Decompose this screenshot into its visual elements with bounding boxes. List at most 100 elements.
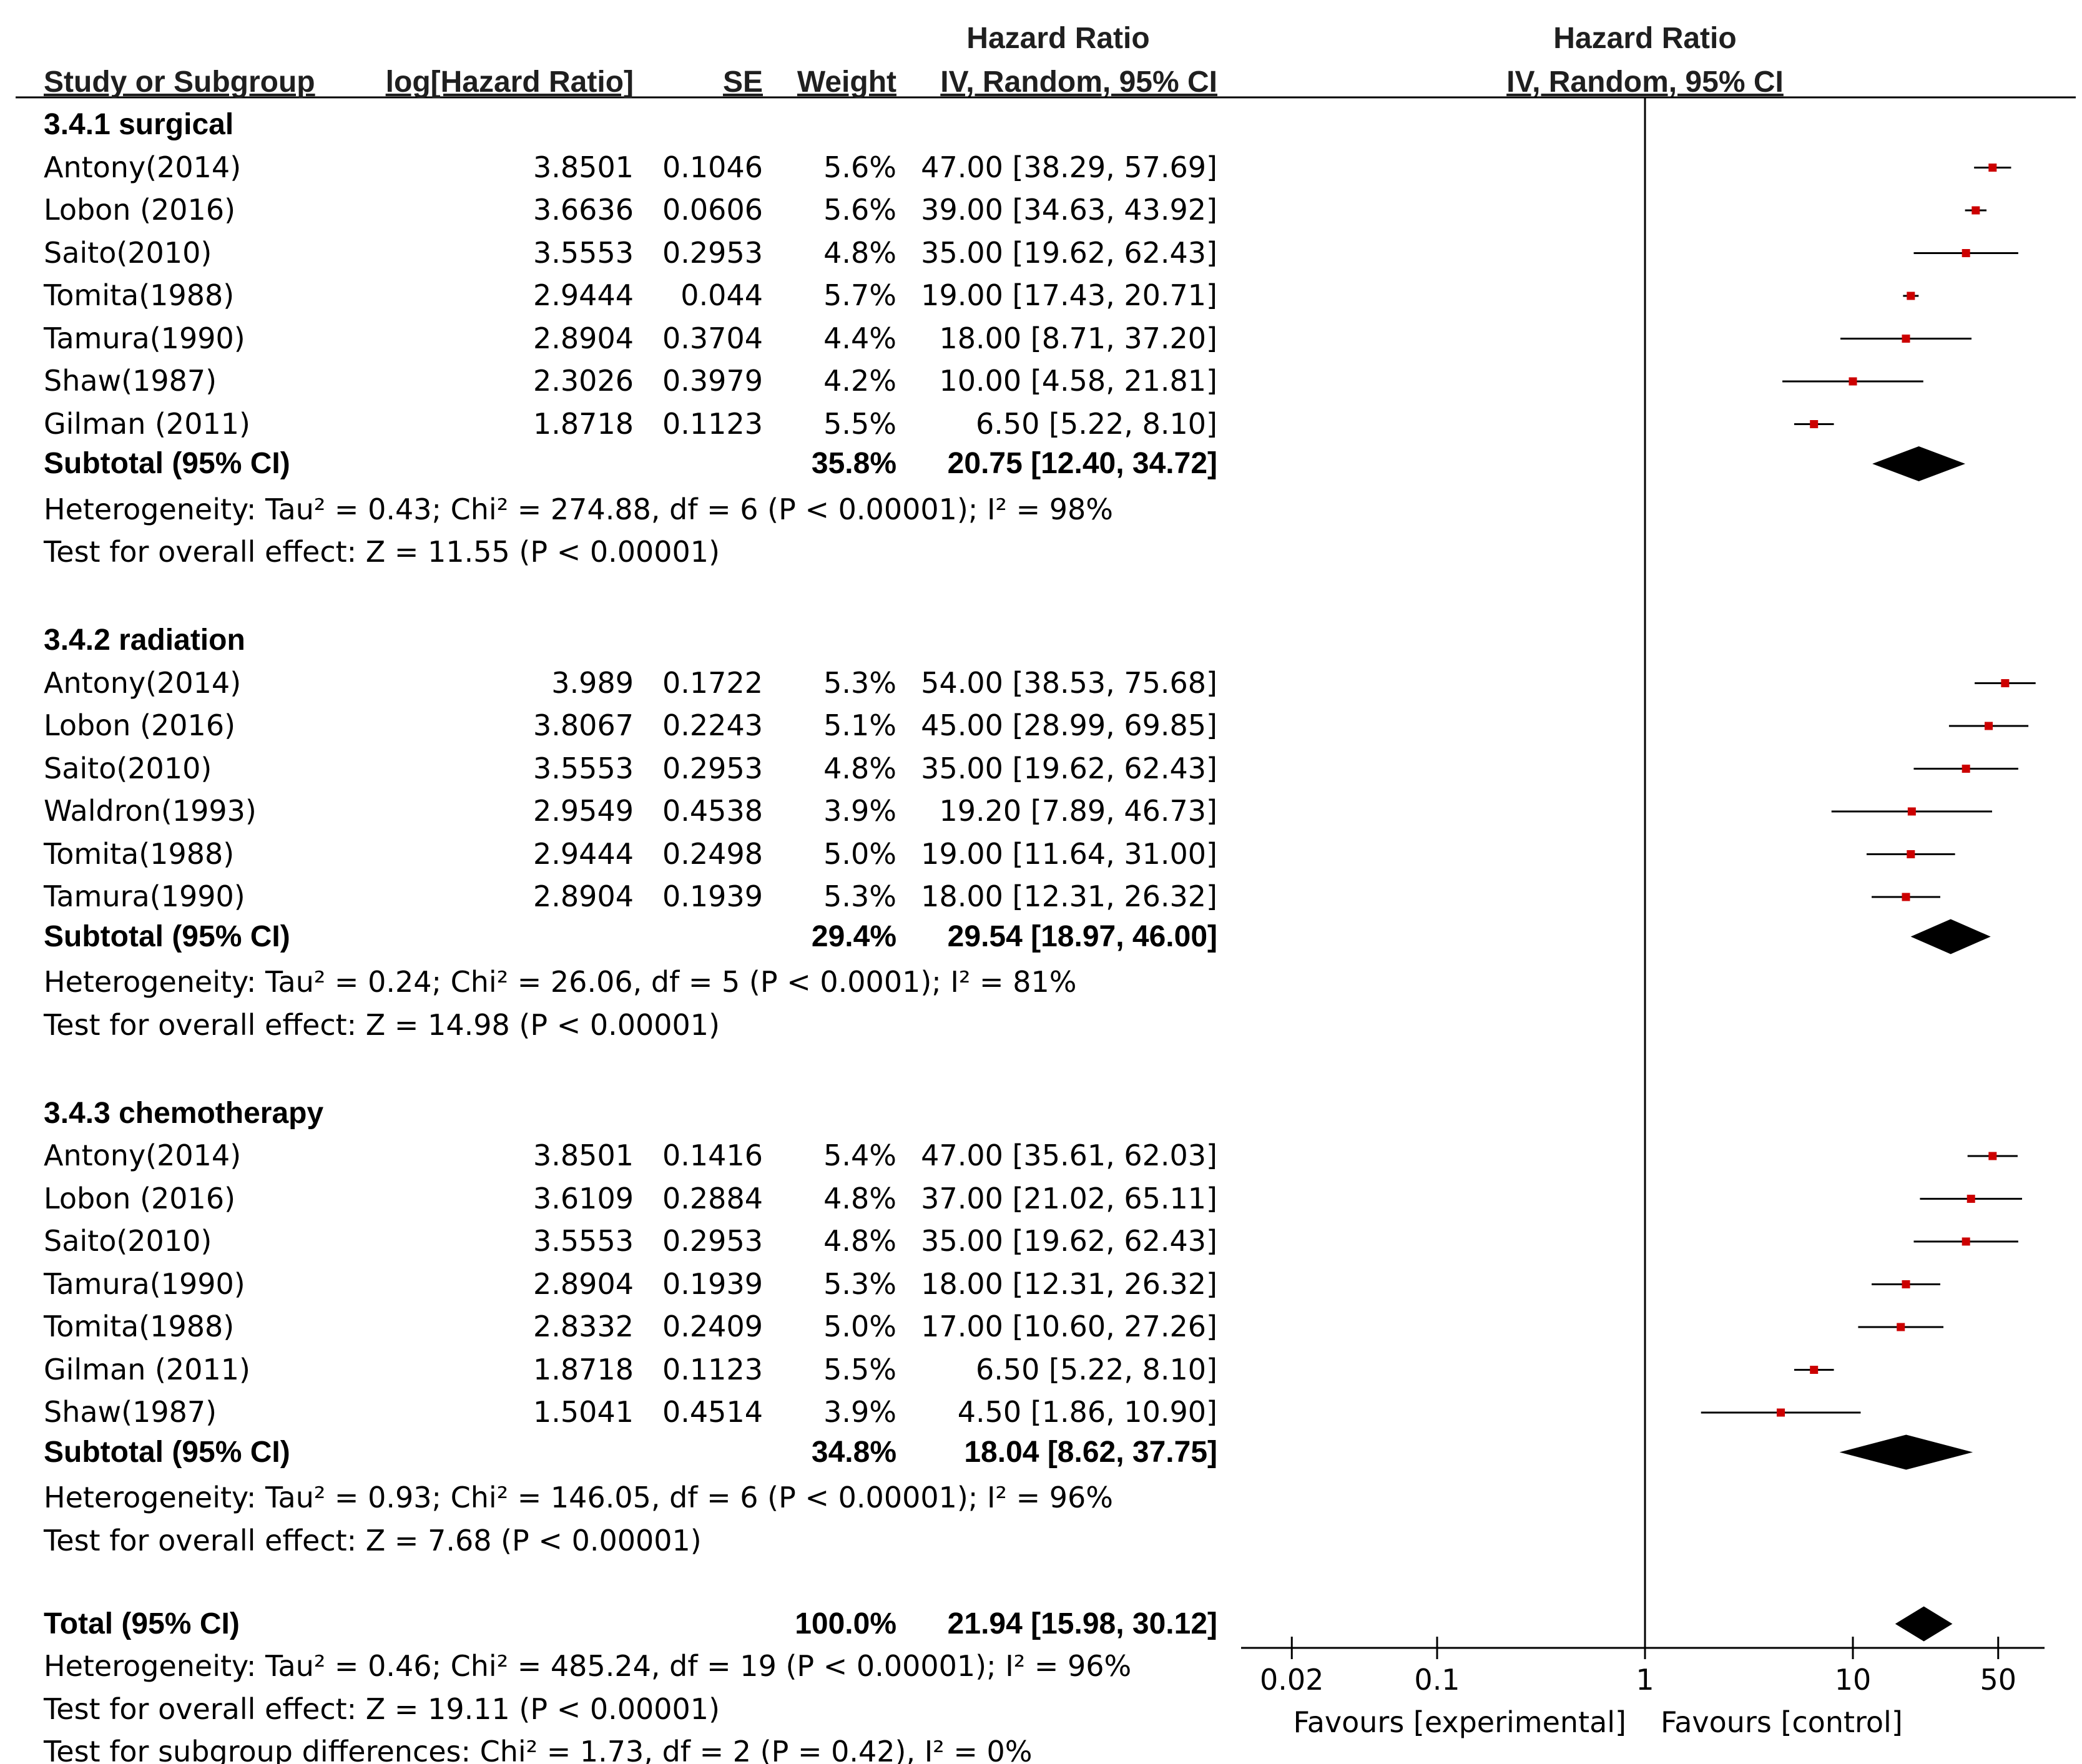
study-ci: 6.50 [5.22, 8.10] — [975, 1352, 1217, 1386]
total-overall-effect-text: Test for overall effect: Z = 19.11 (P < … — [44, 1692, 720, 1726]
x-axis-tick-label: 0.1 — [1414, 1663, 1460, 1697]
study-ci: 54.00 [38.53, 75.68] — [921, 665, 1217, 700]
study-name: Gilman (2011) — [44, 1352, 250, 1386]
study-ci: 47.00 [38.29, 57.69] — [921, 150, 1217, 184]
subtotal-ci: 18.04 [8.62, 37.75] — [964, 1435, 1217, 1469]
x-axis-tick-label: 50 — [1980, 1663, 2017, 1697]
subtotal-weight: 29.4% — [811, 919, 896, 953]
subtotal-diamond — [1872, 446, 1966, 481]
group-title: 3.4.1 surgical — [44, 108, 234, 141]
study-log-hr: 3.6636 — [533, 193, 634, 227]
header-weight: Weight — [797, 66, 896, 99]
study-ci: 45.00 [28.99, 69.85] — [921, 708, 1217, 742]
study-weight: 5.0% — [823, 836, 896, 871]
study-name: Lobon (2016) — [44, 708, 236, 742]
study-ci: 35.00 [19.62, 62.43] — [921, 1224, 1217, 1258]
header-hazard-ratio-table: Hazard Ratio — [966, 22, 1150, 55]
study-weight: 4.8% — [823, 235, 896, 270]
study-ci: 17.00 [10.60, 27.26] — [921, 1310, 1217, 1343]
study-se: 0.2498 — [662, 836, 763, 871]
study-ci: 18.00 [12.31, 26.32] — [921, 880, 1217, 913]
study-point — [1897, 1323, 1905, 1331]
study-log-hr: 2.8904 — [533, 321, 634, 355]
study-ci: 47.00 [35.61, 62.03] — [921, 1139, 1217, 1172]
overall-effect-text: Test for overall effect: Z = 7.68 (P < 0… — [44, 1523, 702, 1557]
study-log-hr: 2.9444 — [533, 278, 634, 312]
study-name: Tamura(1990) — [44, 880, 245, 913]
favours-experimental-label: Favours [experimental] — [1293, 1705, 1626, 1739]
study-ci: 6.50 [5.22, 8.10] — [975, 406, 1217, 441]
study-log-hr: 3.8067 — [533, 708, 634, 742]
study-point — [1985, 722, 1993, 730]
study-name: Saito(2010) — [44, 235, 212, 270]
study-se: 0.1939 — [662, 1267, 763, 1301]
subtotal-diamond — [1910, 919, 1991, 954]
study-se: 0.1722 — [662, 665, 763, 700]
study-log-hr: 3.8501 — [533, 1139, 634, 1172]
study-weight: 5.3% — [823, 1267, 896, 1301]
header-ci-plot: IV, Random, 95% CI — [1506, 66, 1784, 99]
study-log-hr: 3.5553 — [533, 235, 634, 270]
study-log-hr: 2.9444 — [533, 836, 634, 871]
study-point — [1777, 1408, 1785, 1417]
study-name: Antony(2014) — [44, 665, 242, 700]
study-log-hr: 1.8718 — [533, 1352, 634, 1386]
study-point — [2001, 679, 2010, 687]
study-name: Waldron(1993) — [44, 794, 257, 828]
study-se: 0.3979 — [662, 364, 763, 398]
study-log-hr: 1.5041 — [533, 1395, 634, 1429]
study-point — [1849, 377, 1857, 386]
heterogeneity-text: Heterogeneity: Tau² = 0.24; Chi² = 26.06… — [44, 965, 1077, 999]
study-weight: 5.3% — [823, 665, 896, 700]
study-weight: 4.8% — [823, 1181, 896, 1215]
study-point — [1988, 164, 1997, 172]
study-name: Tomita(1988) — [44, 1310, 235, 1343]
study-name: Tamura(1990) — [44, 1267, 245, 1301]
study-name: Lobon (2016) — [44, 1181, 236, 1215]
study-log-hr: 2.8904 — [533, 880, 634, 913]
subtotal-diamond — [1839, 1434, 1973, 1470]
header-ci-table: IV, Random, 95% CI — [940, 66, 1217, 99]
subtotal-label: Subtotal (95% CI) — [44, 447, 290, 480]
total-diamond — [1895, 1606, 1953, 1642]
study-ci: 39.00 [34.63, 43.92] — [921, 193, 1217, 227]
study-name: Tamura(1990) — [44, 321, 245, 355]
study-weight: 5.6% — [823, 150, 896, 184]
subtotal-weight: 35.8% — [811, 447, 896, 480]
study-ci: 4.50 [1.86, 10.90] — [957, 1395, 1217, 1429]
study-ci: 35.00 [19.62, 62.43] — [921, 235, 1217, 270]
study-se: 0.1046 — [662, 150, 763, 184]
study-point — [1902, 1280, 1910, 1288]
study-name: Shaw(1987) — [44, 1395, 217, 1429]
study-point — [1902, 335, 1910, 343]
total-label: Total (95% CI) — [44, 1607, 240, 1640]
study-weight: 5.1% — [823, 708, 896, 742]
subtotal-label: Subtotal (95% CI) — [44, 919, 290, 953]
study-point — [1962, 1237, 1970, 1246]
study-weight: 5.5% — [823, 406, 896, 441]
study-name: Tomita(1988) — [44, 836, 235, 871]
subtotal-ci: 20.75 [12.40, 34.72] — [947, 447, 1217, 480]
study-log-hr: 2.8332 — [533, 1310, 634, 1343]
study-point — [1810, 1366, 1819, 1374]
study-weight: 5.7% — [823, 278, 896, 312]
study-name: Saito(2010) — [44, 1224, 212, 1258]
subtotal-ci: 29.54 [18.97, 46.00] — [947, 919, 1217, 953]
study-point — [1972, 206, 1980, 215]
study-ci: 10.00 [4.58, 21.81] — [939, 364, 1217, 398]
study-se: 0.2953 — [662, 1224, 763, 1258]
subtotal-weight: 34.8% — [811, 1435, 896, 1469]
study-weight: 5.5% — [823, 1352, 896, 1386]
study-point — [1962, 249, 1970, 257]
study-name: Tomita(1988) — [44, 278, 235, 312]
study-point — [1962, 765, 1970, 773]
study-se: 0.2409 — [662, 1310, 763, 1343]
study-log-hr: 2.9549 — [533, 794, 634, 828]
study-name: Gilman (2011) — [44, 406, 250, 441]
study-ci: 19.00 [17.43, 20.71] — [921, 278, 1217, 312]
study-se: 0.0606 — [662, 193, 763, 227]
study-log-hr: 3.6109 — [533, 1181, 634, 1215]
study-name: Saito(2010) — [44, 751, 212, 785]
study-point — [1907, 292, 1915, 300]
